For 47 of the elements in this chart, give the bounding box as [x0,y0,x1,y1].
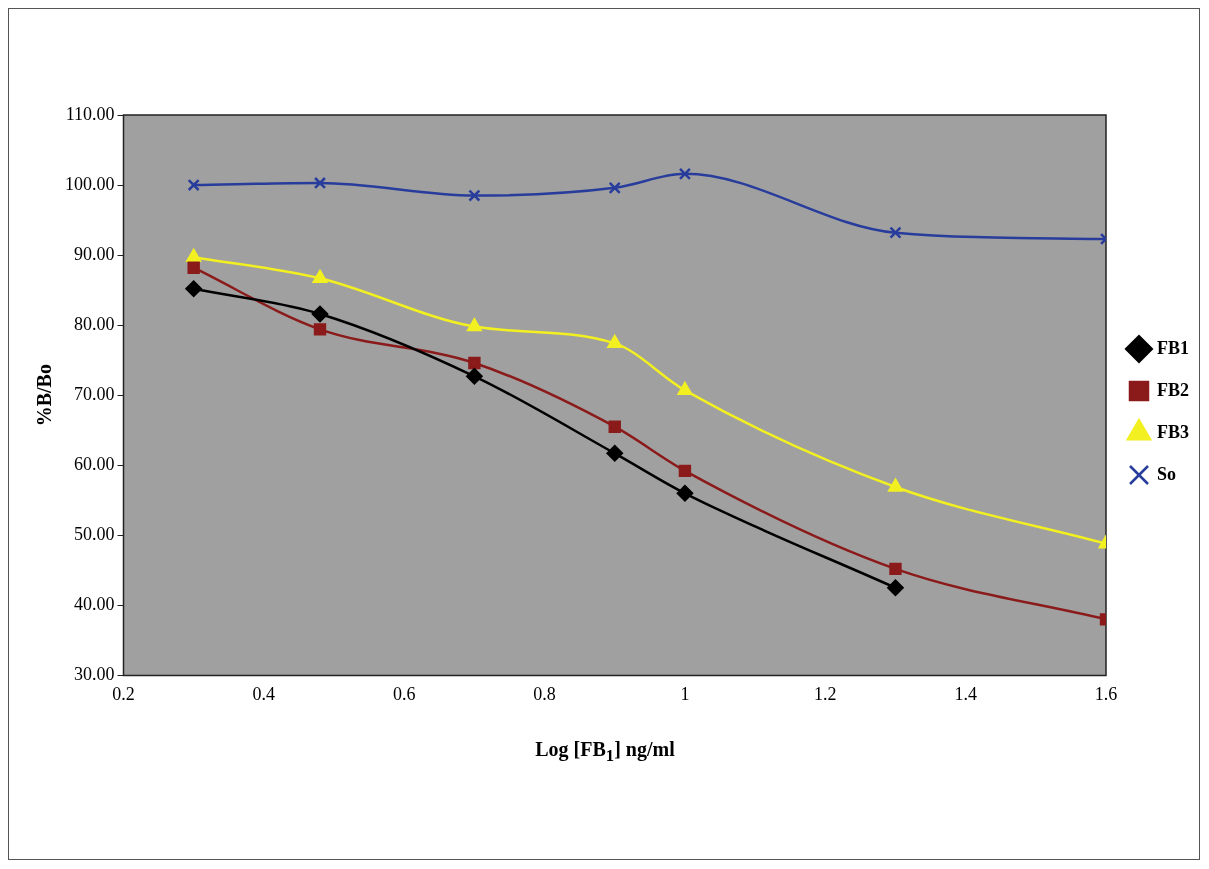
y-tick-label: 50.00 [74,524,115,545]
x-tick-label: 1.2 [814,683,837,704]
point [311,305,329,323]
point [187,261,200,274]
point [186,248,201,262]
point [468,356,481,370]
point [677,382,693,396]
point [312,269,328,283]
point [185,280,202,297]
point [608,420,621,433]
point [887,579,904,597]
x-tick-label: 1.4 [954,683,977,704]
point [678,167,692,181]
legend-label: FB2 [1157,379,1190,400]
point [889,226,902,239]
point [466,368,483,385]
y-tick-label: 70.00 [74,383,115,404]
point [607,335,623,349]
y-tick-label: 110.00 [65,103,115,124]
x-tick-label: 1 [680,683,690,704]
x-tick-label: 0.2 [112,683,135,704]
x-tick-label: 0.6 [392,683,416,704]
point [606,445,623,462]
y-axis-title: %B/Bo [33,364,56,427]
x-tick-label: 0.8 [533,683,556,704]
legend-label: FB3 [1157,421,1190,442]
point [676,485,694,502]
legend-label: So [1157,463,1177,484]
y-tick-label: 60.00 [74,453,115,474]
x-tick-label: 0.4 [252,683,276,704]
point [313,176,327,190]
x-axis-title: Log [FB$_{1}$] ng/ml [534,738,676,766]
point [468,189,481,202]
y-tick-label: 80.00 [74,313,115,334]
y-tick-label: 90.00 [74,243,115,264]
x-tick-label: 1.6 [1094,683,1118,704]
point [313,323,327,336]
legend-label: FB1 [1157,337,1190,358]
point [608,181,621,195]
point [187,178,200,192]
y-tick-label: 100.00 [65,173,115,194]
y-tick-label: 40.00 [74,594,115,615]
point [467,318,482,332]
point [888,478,903,492]
point [889,562,902,576]
point [678,464,692,478]
y-tick-label: 30.00 [74,664,115,685]
